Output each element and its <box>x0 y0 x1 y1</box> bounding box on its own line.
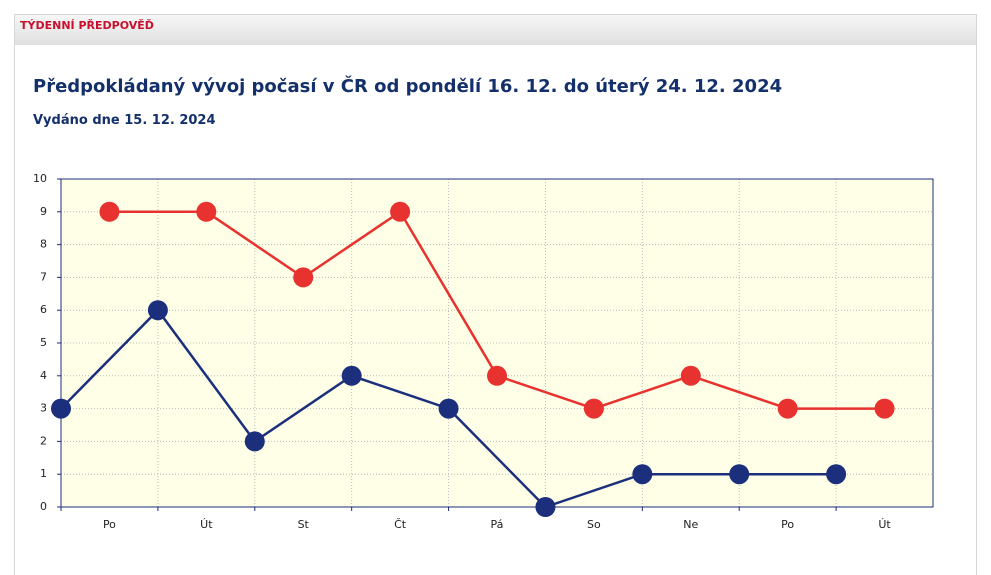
data-point <box>293 267 314 288</box>
y-tick-label: 10 <box>33 172 47 185</box>
data-point <box>826 464 847 485</box>
x-tick-label: Ne <box>683 518 698 531</box>
y-tick-label: 0 <box>40 500 47 513</box>
y-tick-label: 8 <box>40 238 47 251</box>
y-tick-label: 4 <box>40 369 47 382</box>
data-point <box>535 497 556 517</box>
y-tick-label: 6 <box>40 303 47 316</box>
data-point <box>583 398 604 419</box>
y-tick-label: 2 <box>40 434 47 447</box>
data-point <box>729 464 750 485</box>
data-point <box>147 300 168 321</box>
x-tick-label: St <box>298 518 310 531</box>
data-point <box>244 431 265 452</box>
x-tick-label: Út <box>200 518 213 531</box>
data-point <box>487 365 507 386</box>
data-point <box>777 398 798 419</box>
y-tick-label: 9 <box>40 205 47 218</box>
chart: 0 1 2 3 4 5 6 7 8 9 10 Po Út St Čt Pá So Ne Po Út <box>33 172 934 531</box>
data-point <box>438 398 459 419</box>
x-tick-label: Čt <box>394 518 407 531</box>
page: TÝDENNÍ PŘEDPOVĚĎ Předpokládaný vývoj po… <box>14 14 977 575</box>
y-tick-label: 3 <box>40 402 47 415</box>
data-point <box>680 365 701 386</box>
x-tick-label: Po <box>103 518 116 531</box>
data-point <box>51 398 71 419</box>
data-point <box>390 201 411 222</box>
y-tick-label: 7 <box>40 270 47 283</box>
panel-header: TÝDENNÍ PŘEDPOVĚĎ <box>15 15 976 45</box>
data-point <box>99 201 120 222</box>
y-tick-label: 5 <box>40 336 47 349</box>
panel-frame <box>14 14 977 575</box>
chart-title: Předpokládaný vývoj počasí v ČR od pondě… <box>33 76 783 97</box>
plot-border <box>60 178 934 508</box>
panel-title: TÝDENNÍ PŘEDPOVĚĎ <box>20 19 154 32</box>
data-point <box>632 464 653 485</box>
chart-subtitle: Vydáno dne 15. 12. 2024 <box>33 113 216 128</box>
y-tick-label: 1 <box>40 467 47 480</box>
x-tick-label: Pá <box>491 518 504 531</box>
x-tick-label: Út <box>878 518 891 531</box>
x-tick-label: So <box>587 518 601 531</box>
data-point <box>874 398 895 419</box>
x-tick-label: Po <box>781 518 794 531</box>
data-point <box>341 365 362 386</box>
data-point <box>196 201 217 222</box>
